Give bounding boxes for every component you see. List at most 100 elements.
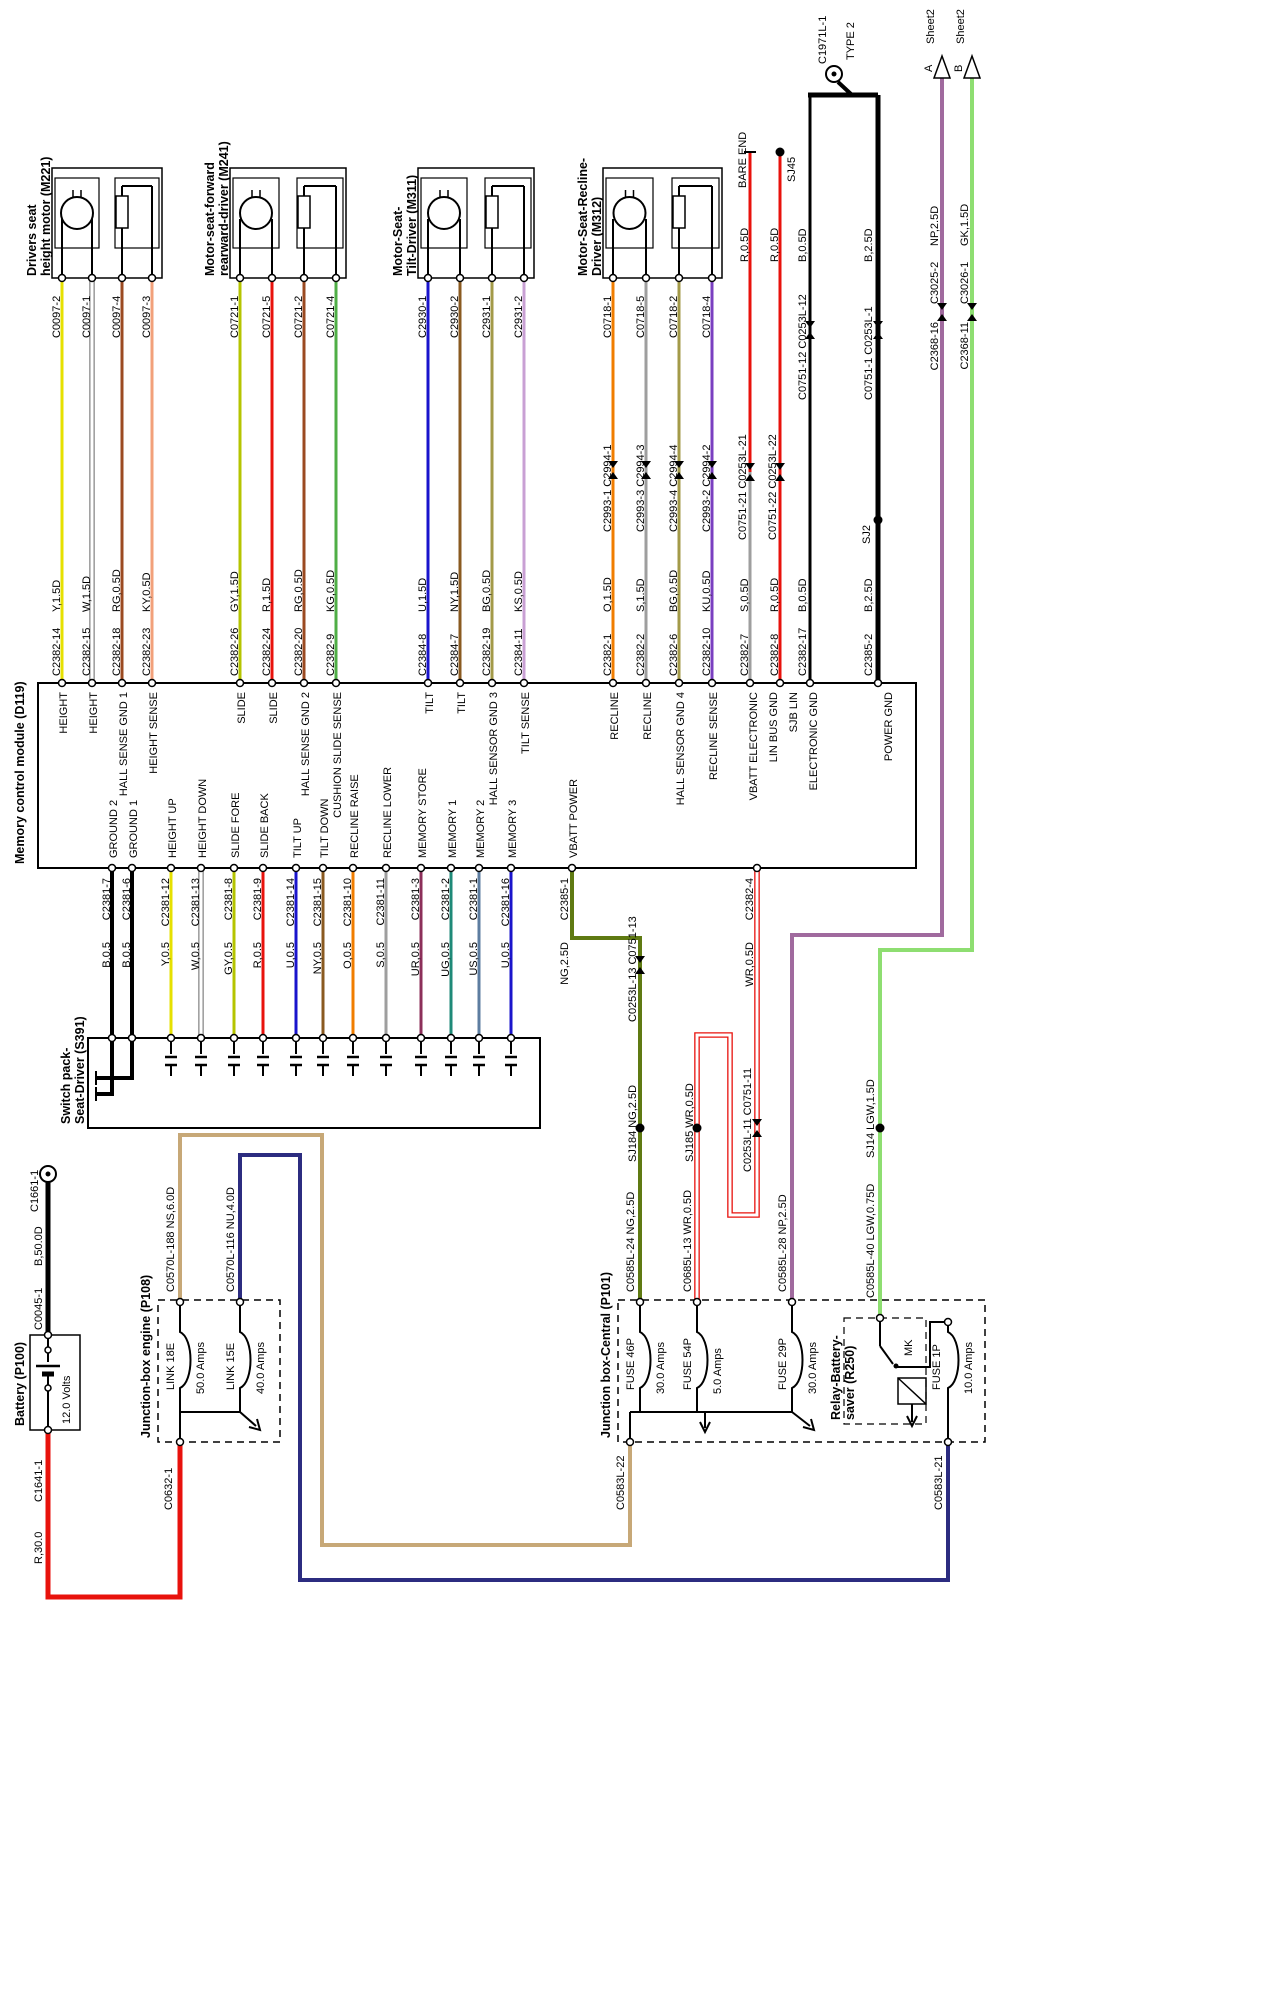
terminal-icon: [235, 273, 245, 283]
label-c0721-5: C0721-5: [261, 296, 273, 338]
motor-seat-tilt-driver-M311: [417, 167, 535, 279]
terminal-icon: [57, 273, 67, 283]
label-tilt-driver-m311: Tilt-Driver (M311): [405, 175, 419, 276]
terminal-icon: [487, 678, 497, 688]
terminal-icon: [318, 1033, 328, 1043]
label-c0097-2: C0097-2: [51, 296, 63, 338]
label-slide-fore: SLIDE FORE: [230, 793, 242, 858]
terminal-icon: [299, 678, 309, 688]
label-c2382-10: C2382-10: [701, 628, 713, 676]
terminal-icon: [416, 1033, 426, 1043]
label-c2382-23: C2382-23: [141, 628, 153, 676]
label-fuse-29p: FUSE 29P: [777, 1338, 789, 1390]
terminal-icon: [331, 678, 341, 688]
inline-connector-icon: [967, 314, 977, 321]
label-r-0-5: R,0.5: [252, 942, 264, 968]
label-c2931-2: C2931-2: [513, 296, 525, 338]
label-c0097-3: C0097-3: [141, 296, 153, 338]
label-electronic-gnd: ELECTRONIC GND: [808, 692, 820, 790]
wire-b-ground1: [96, 868, 134, 1080]
label-height: HEIGHT: [88, 692, 100, 734]
terminal-icon: [43, 1330, 53, 1340]
label-b-2-5d: B,2.5D: [863, 228, 875, 262]
marker-icon: [893, 1363, 899, 1369]
motor-icon: [60, 196, 94, 230]
label-c2382-1: C2382-1: [602, 634, 614, 676]
label-rg-0-5d: RG,0.5D: [293, 569, 305, 612]
motor-seat-forward-rearward-driver-M241-sensor-cell: [296, 177, 344, 249]
terminal-icon: [235, 1297, 245, 1307]
terminal-icon: [608, 273, 618, 283]
motor-seat-recline-driver-M312-motor-cell: [605, 177, 654, 249]
label-30-0-amps: 30.0 Amps: [655, 1342, 667, 1394]
label-ky-0-5d: KY,0.5D: [141, 572, 153, 612]
label-height-down: HEIGHT DOWN: [197, 779, 209, 858]
label-ug-0-5: UG,0.5: [440, 942, 452, 977]
motor-seat-tilt-driver-M311-sensor-cell: [484, 177, 532, 249]
inline-connector-icon: [937, 314, 947, 321]
label-recline-lower: RECLINE LOWER: [382, 767, 394, 858]
terminal-icon: [235, 678, 245, 688]
label-driver-m312: Driver (M312): [590, 197, 604, 276]
label-recline: RECLINE: [609, 692, 621, 740]
terminal-icon: [147, 273, 157, 283]
label-5-0-amps: 5.0 Amps: [712, 1348, 724, 1394]
terminal-icon: [752, 863, 762, 873]
label-lin-bus-gnd: LIN BUS GND: [768, 692, 780, 762]
splice-sj184: [635, 1123, 645, 1133]
terminal-icon: [381, 863, 391, 873]
motor-seat-recline-driver-M312: [602, 167, 723, 279]
label-height-sense: HEIGHT SENSE: [148, 692, 160, 774]
label-b-0-5d: B,0.5D: [797, 578, 809, 612]
terminal-icon: [641, 273, 651, 283]
terminal-icon: [175, 1297, 185, 1307]
terminal-icon: [175, 1437, 185, 1447]
label-tilt-sense: TILT SENSE: [520, 692, 532, 754]
terminal-icon: [519, 678, 529, 688]
terminal-icon: [641, 678, 651, 688]
label-slide: SLIDE: [236, 692, 248, 724]
inline-connector-icon: [775, 474, 785, 481]
inline-connector-icon: [641, 472, 651, 479]
label-c0097-1: C0097-1: [81, 296, 93, 338]
label-relay-battery: Relay-Battery-: [829, 1335, 843, 1420]
label-sjb-lin: SJB LIN: [788, 692, 800, 732]
splice-sj185: [692, 1123, 702, 1133]
terminal-icon: [107, 1033, 117, 1043]
label-b-0-5d: B,0.5D: [797, 228, 809, 262]
wire-r-battery-feed: [45, 1430, 183, 1600]
polyline-51: [897, 1377, 927, 1405]
terminal-icon: [455, 678, 465, 688]
inline-connector-icon: [608, 461, 618, 468]
label-tilt: TILT: [424, 692, 436, 714]
label-c2381-14: C2381-14: [285, 878, 297, 926]
label-recline-sense: RECLINE SENSE: [708, 692, 720, 780]
label-memory-1: MEMORY 1: [447, 800, 459, 858]
label-w-0-5: W,0.5: [190, 942, 202, 970]
label-o-1-5d: O,1.5D: [602, 577, 614, 612]
terminal-icon: [707, 273, 717, 283]
terminal-icon: [506, 863, 516, 873]
label-y-0-5: Y,0.5: [160, 942, 172, 966]
terminal-icon: [87, 273, 97, 283]
sheet-arrow-icon: [962, 53, 982, 79]
label-30-0-amps: 30.0 Amps: [807, 1342, 819, 1394]
terminal-icon: [745, 678, 755, 688]
inline-connector-icon: [641, 461, 651, 468]
label-c2382-26: C2382-26: [229, 628, 241, 676]
label-s-0-5: S,0.5: [375, 942, 387, 968]
label-us-0-5: US,0.5: [468, 942, 480, 976]
label-c2381-8: C2381-8: [223, 878, 235, 920]
terminal-icon: [423, 273, 433, 283]
label-c1641-1: C1641-1: [33, 1460, 45, 1502]
label-c0585l-28-np-2-5d: C0585L-28 NP,2.5D: [777, 1194, 789, 1292]
terminal-icon: [166, 863, 176, 873]
label-c0583l-21: C0583L-21: [933, 1456, 945, 1510]
splice-sj14: [875, 1123, 885, 1133]
label-ku-0-5d: KU,0.5D: [701, 570, 713, 612]
label-hall-sense-gnd-2: HALL SENSE GND 2: [300, 692, 312, 796]
label-sj45: SJ45: [786, 157, 798, 182]
terminal-icon: [625, 1437, 635, 1447]
label-np-2-5d: NP,2.5D: [929, 206, 941, 246]
inline-connector-icon: [707, 461, 717, 468]
